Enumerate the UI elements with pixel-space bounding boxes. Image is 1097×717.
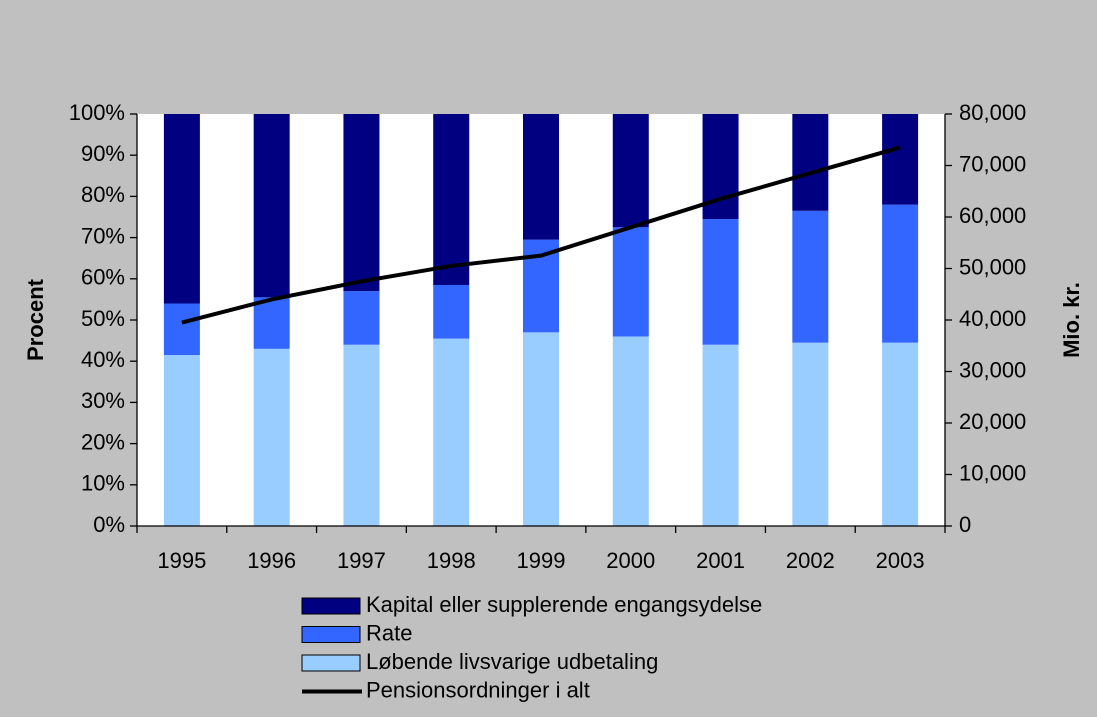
- bar-segment: [163, 114, 200, 304]
- y-tick-label: 10%: [81, 471, 125, 496]
- y2-tick-label: 70,000: [959, 151, 1026, 176]
- legend-label: Løbende livsvarige udbetaling: [366, 649, 658, 674]
- bar-segment: [343, 344, 380, 526]
- bar-segment: [792, 114, 829, 211]
- bar-segment: [253, 348, 290, 526]
- bar-segment: [702, 344, 739, 526]
- bar-segment: [612, 114, 649, 228]
- bar-segment: [163, 355, 200, 526]
- legend-label: Rate: [366, 620, 412, 645]
- bar-segment: [433, 114, 470, 285]
- y-axis-title: Procent: [23, 278, 48, 361]
- y-tick-label: 100%: [69, 100, 125, 125]
- bar-segment: [343, 114, 380, 292]
- legend-swatch: [301, 654, 361, 672]
- y-tick-label: 50%: [81, 306, 125, 331]
- y2-tick-label: 80,000: [959, 100, 1026, 125]
- legend-swatch: [301, 597, 361, 615]
- y2-tick-label: 50,000: [959, 254, 1026, 279]
- x-tick-label: 1996: [247, 548, 296, 573]
- bar-segment: [882, 204, 919, 343]
- bar-segment: [343, 291, 380, 345]
- y-tick-label: 90%: [81, 141, 125, 166]
- y-tick-label: 60%: [81, 265, 125, 290]
- x-tick-label: 2001: [696, 548, 745, 573]
- bar-segment: [253, 114, 290, 298]
- legend-label: Pensionsordninger i alt: [366, 677, 590, 702]
- y-tick-label: 40%: [81, 347, 125, 372]
- x-tick-label: 2002: [786, 548, 835, 573]
- bar-segment: [792, 342, 829, 526]
- y-tick-label: 20%: [81, 429, 125, 454]
- y2-tick-label: 60,000: [959, 203, 1026, 228]
- bar-segment: [612, 227, 649, 337]
- bar-segment: [882, 342, 919, 526]
- legend-label: Kapital eller supplerende engangsydelse: [366, 592, 762, 617]
- bar-segment: [433, 284, 470, 339]
- y2-tick-label: 20,000: [959, 409, 1026, 434]
- bar-segment: [253, 297, 290, 349]
- legend-swatch: [301, 626, 361, 643]
- y-tick-label: 80%: [81, 182, 125, 207]
- x-tick-label: 2003: [876, 548, 925, 573]
- bar-segment: [882, 114, 919, 205]
- line-series: [181, 145, 901, 325]
- bar-segment: [702, 219, 739, 345]
- y2-tick-label: 30,000: [959, 357, 1026, 382]
- y-tick-label: 30%: [81, 388, 125, 413]
- bar-segment: [792, 210, 829, 343]
- y-tick-label: 0%: [93, 512, 125, 537]
- y-tick-label: 70%: [81, 223, 125, 248]
- bar-segment: [523, 332, 559, 526]
- y2-tick-label: 10,000: [959, 460, 1026, 485]
- x-tick-label: 1997: [337, 548, 386, 573]
- y2-tick-label: 40,000: [959, 306, 1026, 331]
- x-tick-label: 1998: [427, 548, 476, 573]
- bar-segment: [433, 338, 470, 526]
- y2-tick-label: 0: [959, 512, 971, 537]
- bar-segment: [523, 114, 559, 240]
- bar-segment: [612, 336, 649, 526]
- y2-axis-title: Mio. kr.: [1059, 282, 1084, 358]
- x-tick-label: 1995: [157, 548, 206, 573]
- bar-segment: [163, 303, 200, 356]
- x-tick-label: 1999: [517, 548, 566, 573]
- x-tick-label: 2000: [606, 548, 655, 573]
